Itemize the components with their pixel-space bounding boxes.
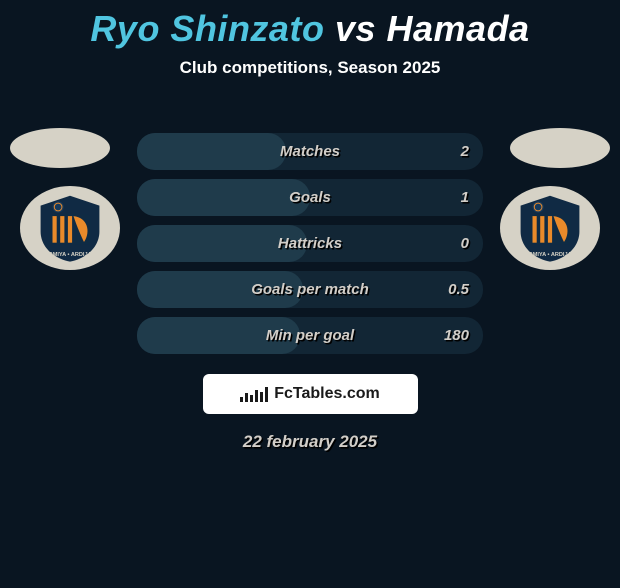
player1-name: Ryo Shinzato: [90, 8, 324, 49]
player2-name: Hamada: [387, 8, 530, 49]
stat-value: 1: [461, 179, 469, 216]
page-title: Ryo Shinzato vs Hamada: [0, 8, 620, 50]
svg-text:OMIYA • ARDIJA: OMIYA • ARDIJA: [48, 252, 91, 258]
stat-label: Hattricks: [137, 225, 483, 262]
stat-label: Goals per match: [137, 271, 483, 308]
stat-row: Min per goal 180: [137, 317, 483, 354]
stat-row: Goals 1: [137, 179, 483, 216]
date-line: 22 february 2025: [0, 432, 620, 452]
branding-label: FcTables.com: [274, 385, 380, 403]
player2-avatar: [510, 128, 610, 168]
shield-icon: OMIYA • ARDIJA: [515, 193, 585, 263]
stats-container: Matches 2 Goals 1 Hattricks 0 Goals per …: [137, 133, 483, 354]
svg-text:OMIYA • ARDIJA: OMIYA • ARDIJA: [528, 252, 571, 258]
shield-icon: OMIYA • ARDIJA: [35, 193, 105, 263]
stat-label: Matches: [137, 133, 483, 170]
fctables-branding: FcTables.com: [203, 374, 418, 414]
player1-avatar: [10, 128, 110, 168]
stat-row: Matches 2: [137, 133, 483, 170]
player2-club-crest: OMIYA • ARDIJA: [500, 186, 600, 270]
bar-chart-icon: [240, 386, 268, 402]
stat-label: Min per goal: [137, 317, 483, 354]
stat-row: Hattricks 0: [137, 225, 483, 262]
vs-text: vs: [335, 8, 376, 49]
player1-club-crest: OMIYA • ARDIJA: [20, 186, 120, 270]
stat-value: 2: [461, 133, 469, 170]
stat-label: Goals: [137, 179, 483, 216]
stat-value: 180: [444, 317, 469, 354]
stat-value: 0.5: [448, 271, 469, 308]
stat-value: 0: [461, 225, 469, 262]
stat-row: Goals per match 0.5: [137, 271, 483, 308]
subtitle: Club competitions, Season 2025: [0, 58, 620, 78]
